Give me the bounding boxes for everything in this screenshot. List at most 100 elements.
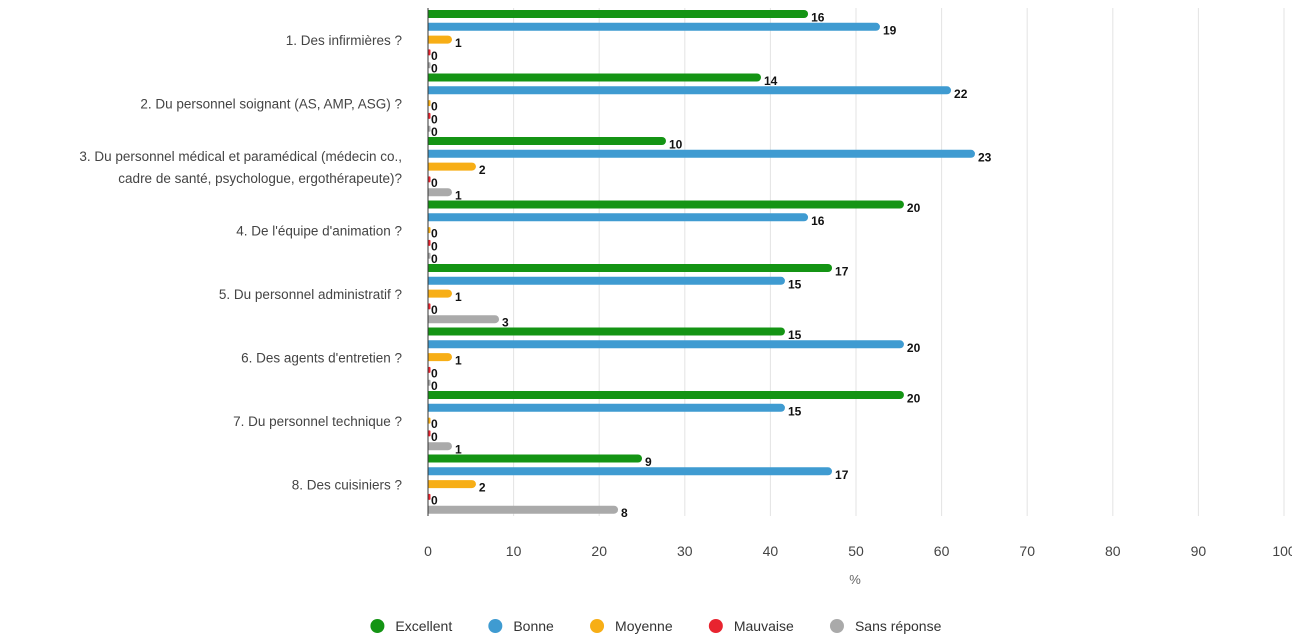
bar-bonne <box>428 86 952 95</box>
x-tick-label: 80 <box>1105 543 1121 559</box>
x-tick-label: 0 <box>424 543 432 559</box>
data-label: 0 <box>431 493 438 507</box>
category-label: 1. Des infirmières ? <box>286 33 402 48</box>
x-tick-label: 40 <box>763 543 779 559</box>
category-label: 2. Du personnel soignant (AS, AMP, ASG) … <box>140 96 402 111</box>
data-label: 15 <box>788 404 802 418</box>
data-label: 20 <box>907 201 921 215</box>
bar-bonne <box>428 467 833 476</box>
legend-label: Bonne <box>513 618 554 634</box>
bar-sans-réponse <box>428 442 452 451</box>
data-label: 1 <box>455 189 462 203</box>
bar-sans-réponse <box>428 188 452 197</box>
data-label: 1 <box>455 290 462 304</box>
bar-excellent <box>428 454 642 463</box>
legend-label: Mauvaise <box>734 618 794 634</box>
legend-label: Moyenne <box>615 618 673 634</box>
bar-moyenne <box>428 417 431 424</box>
legend-item[interactable]: Sans réponse <box>829 618 942 634</box>
data-label: 0 <box>431 112 438 126</box>
bar-moyenne <box>428 35 452 44</box>
legend-item[interactable]: Mauvaise <box>708 618 794 634</box>
bar-sans-réponse <box>428 252 431 259</box>
bar-sans-réponse <box>428 315 500 324</box>
bar-mauvaise <box>428 430 431 437</box>
bar-mauvaise <box>428 176 431 183</box>
bar-sans-réponse <box>428 62 431 69</box>
data-label: 0 <box>431 227 438 241</box>
data-label: 3 <box>502 316 509 330</box>
bar-mauvaise <box>428 112 431 119</box>
bar-mauvaise <box>428 303 431 310</box>
data-label: 0 <box>431 239 438 253</box>
data-label: 20 <box>907 392 921 406</box>
x-tick-label: 10 <box>506 543 522 559</box>
legend-marker <box>708 619 723 633</box>
category-label: 4. De l'équipe d'animation ? <box>236 223 402 238</box>
legend-marker <box>370 619 385 633</box>
bar-moyenne <box>428 227 431 234</box>
bar-mauvaise <box>428 49 431 56</box>
legend-item[interactable]: Excellent <box>370 618 452 634</box>
bar-excellent <box>428 73 761 82</box>
legend: Excellent Bonne Moyenne Mauvaise Sans répons… <box>370 618 942 634</box>
data-label: 0 <box>431 430 438 444</box>
bar-sans-réponse <box>428 505 619 514</box>
data-label: 8 <box>621 506 628 520</box>
x-axis-title: % <box>849 572 861 587</box>
x-tick-label: 90 <box>1191 543 1207 559</box>
bar-bonne <box>428 149 975 158</box>
data-label: 1 <box>455 443 462 457</box>
x-tick-label: 50 <box>848 543 864 559</box>
x-tick-label: 20 <box>591 543 607 559</box>
bar-moyenne <box>428 289 452 298</box>
bar-excellent <box>428 137 666 145</box>
legend-item[interactable]: Bonne <box>488 618 554 634</box>
bar-bonne <box>428 340 904 349</box>
data-label: 0 <box>431 176 438 190</box>
category-label: 8. Des cuisiniers ? <box>292 477 402 492</box>
bar-excellent <box>428 200 904 209</box>
category-label: 5. Du personnel administratif ? <box>219 287 402 302</box>
legend-marker <box>590 619 605 633</box>
data-label: 0 <box>431 252 438 266</box>
data-label: 23 <box>978 150 992 164</box>
data-label: 20 <box>907 341 921 355</box>
bar-moyenne <box>428 480 476 489</box>
x-tick-labels: 0 10 20 30 40 50 60 70 80 90 100 <box>424 543 1292 559</box>
data-label: 14 <box>764 74 778 88</box>
bar-excellent <box>428 10 809 18</box>
category-labels: 1. Des infirmières ? 2. Du personnel soig… <box>79 33 402 493</box>
data-label: 16 <box>811 214 825 228</box>
bar-moyenne <box>428 100 431 107</box>
bar-mauvaise <box>428 366 431 373</box>
bar-sans-réponse <box>428 125 431 132</box>
legend-item[interactable]: Moyenne <box>590 618 673 634</box>
data-label: 1 <box>455 36 462 50</box>
legend-marker <box>488 619 503 633</box>
data-label: 2 <box>479 481 486 495</box>
data-label: 0 <box>431 379 438 393</box>
x-tick-label: 60 <box>934 543 950 559</box>
category-label: 6. Des agents d'entretien ? <box>241 350 402 365</box>
bar-mauvaise <box>428 493 431 500</box>
category-label: cadre de santé, psychologue, ergothérape… <box>118 171 402 186</box>
bar-excellent <box>428 327 785 336</box>
bar-excellent <box>428 264 833 272</box>
data-label: 1 <box>455 354 462 368</box>
data-label: 9 <box>645 455 652 469</box>
data-label: 22 <box>954 87 968 101</box>
bar-sans-réponse <box>428 379 431 386</box>
legend-label: Excellent <box>395 618 452 634</box>
data-label: 19 <box>883 23 897 37</box>
data-label: 0 <box>431 366 438 380</box>
bars: 1619100142200010232012016000171510315201… <box>428 10 992 520</box>
data-label: 0 <box>431 62 438 76</box>
bar-excellent <box>428 391 904 399</box>
x-tick-label: 100 <box>1272 543 1292 559</box>
data-label: 0 <box>431 125 438 139</box>
legend-marker <box>829 619 844 633</box>
data-label: 17 <box>835 265 849 279</box>
category-label: 7. Du personnel technique ? <box>233 414 402 429</box>
